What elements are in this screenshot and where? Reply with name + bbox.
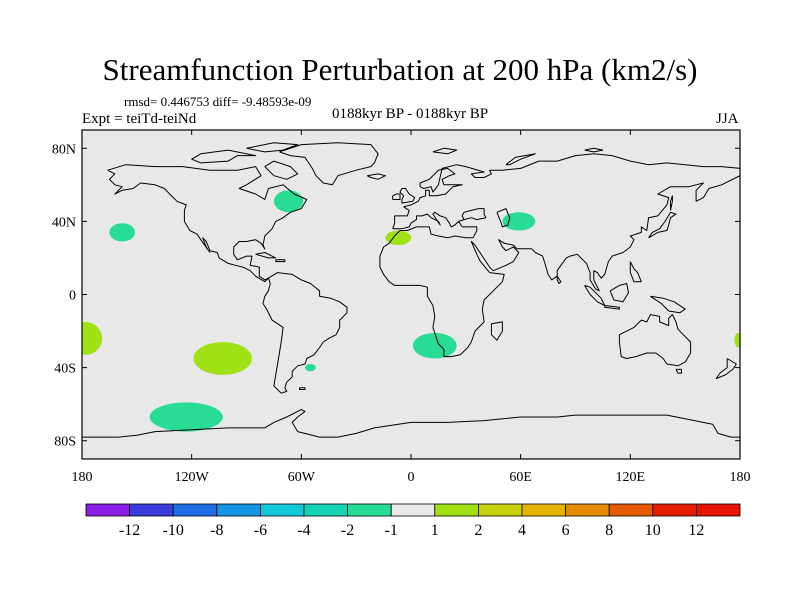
map-axes: 80N 40N 0 40S 80S 180 120W 60W 0 60E 120E 180 xyxy=(52,130,751,485)
colorbar-label: 6 xyxy=(562,522,570,539)
period-label: 0188kyr BP - 0188kyr BP xyxy=(331,106,489,122)
lat-label: 80N xyxy=(52,142,76,157)
anomaly-south-africa xyxy=(412,332,457,359)
colorbar-swatch xyxy=(216,503,261,517)
coastline-ireland xyxy=(392,193,401,200)
coastline-australia xyxy=(618,314,692,367)
coastline-svalbard xyxy=(432,147,458,155)
experiment-label: Expt = teiTd-teiNd xyxy=(82,111,197,127)
lat-label: 0 xyxy=(69,289,76,304)
coastline-new-zealand xyxy=(715,358,737,380)
colorbar-label: 10 xyxy=(645,522,661,539)
colorbar-swatch xyxy=(172,503,218,517)
lat-label: 40N xyxy=(52,215,76,230)
colorbar-label: 2 xyxy=(474,522,482,539)
coastline-canadian-arctic xyxy=(191,149,257,164)
coastline-north-america xyxy=(107,164,308,283)
colorbar-swatch xyxy=(652,503,697,517)
anomaly-pacific-south-east xyxy=(82,321,103,355)
colorbar-swatch xyxy=(347,503,392,517)
lon-label: 60E xyxy=(509,470,532,485)
colorbar-swatch xyxy=(129,503,174,517)
coastline-eurasia-africa xyxy=(379,153,740,358)
colorbar-label: -1 xyxy=(385,522,398,539)
coastline-baffin-island xyxy=(264,160,299,180)
lon-label: 0 xyxy=(408,470,415,485)
colorbar: -12 -10 -8 -6 -4 -2 -1 1 2 4 6 8 10 12 xyxy=(85,503,741,539)
colorbar-label: -4 xyxy=(297,522,310,539)
coastline-layer xyxy=(82,142,740,438)
lat-label: 40S xyxy=(54,362,76,377)
coastline-antarctica xyxy=(82,409,740,438)
colorbar-swatch xyxy=(434,503,479,517)
coastline-south-america xyxy=(262,272,348,394)
map-title: Streamfunction Perturbation at 200 hPa (… xyxy=(102,52,698,87)
season-label: JJA xyxy=(716,111,739,127)
colorbar-swatch xyxy=(608,503,654,517)
anomaly-north-america-east xyxy=(273,190,304,213)
coastline-iceland xyxy=(366,173,386,180)
coastline-java xyxy=(604,305,620,310)
colorbar-label: -10 xyxy=(163,522,184,539)
colorbar-swatch xyxy=(85,503,130,517)
anomaly-south-pacific-mid xyxy=(193,342,252,375)
colorbar-swatch xyxy=(696,503,741,517)
colorbar-label: 12 xyxy=(688,522,704,539)
colorbar-label: -2 xyxy=(341,522,354,539)
colorbar-label: 4 xyxy=(518,522,526,539)
colorbar-label: -6 xyxy=(254,522,267,539)
lon-label: 120W xyxy=(175,470,210,485)
colorbar-label: 1 xyxy=(431,522,439,539)
coastline-new-guinea xyxy=(650,295,686,314)
lon-label: 180 xyxy=(730,470,751,485)
coastline-severnaya-zemlya xyxy=(584,147,604,153)
colorbar-swatch xyxy=(565,503,610,517)
anomaly-south-pacific-high xyxy=(149,402,223,432)
coastline-philippines xyxy=(629,261,642,283)
coastline-japan xyxy=(648,211,677,239)
colorbar-swatch xyxy=(477,503,523,517)
colorbar-label: -12 xyxy=(119,522,140,539)
coastline-uk xyxy=(399,188,416,204)
coastline-madagascar xyxy=(490,321,503,341)
coastline-caspian-sea xyxy=(496,208,511,228)
colorbar-label: -8 xyxy=(210,522,223,539)
coastline-greenland xyxy=(279,142,379,186)
coastline-sakhalin xyxy=(670,195,673,211)
coastline-novaya-zemlya xyxy=(505,153,536,166)
lon-label: 60W xyxy=(288,470,316,485)
coastline-cuba xyxy=(255,252,277,259)
colorbar-label: 8 xyxy=(605,522,613,539)
colorbar-swatch xyxy=(303,503,348,517)
coastline-ellesmere xyxy=(246,142,299,153)
colorbar-swatch xyxy=(521,503,566,517)
anomaly-central-asia xyxy=(502,212,536,231)
coastline-tasmania xyxy=(675,368,682,374)
anomaly-iberia xyxy=(385,230,412,246)
coastline-hispaniola xyxy=(275,259,286,263)
anomaly-pacific-north xyxy=(109,223,136,242)
lat-label: 80S xyxy=(54,435,76,450)
stats-line: rmsd= 0.446753 diff= -9.48593e-09 xyxy=(124,94,312,109)
coastline-borneo xyxy=(609,283,629,303)
colorbar-swatch xyxy=(390,503,436,517)
anomaly-south-pacific-east-edge xyxy=(734,332,740,348)
colorbar-swatch xyxy=(259,503,305,517)
anomaly-south-atlantic-small xyxy=(304,363,316,372)
lon-label: 120E xyxy=(616,470,646,485)
coastline-sri-lanka xyxy=(556,275,562,284)
coastline-falklands xyxy=(299,387,306,390)
anomaly-layer xyxy=(82,190,740,432)
lon-label: 180 xyxy=(72,470,93,485)
